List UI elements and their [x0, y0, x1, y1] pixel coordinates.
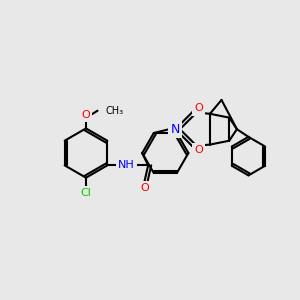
Text: Cl: Cl [81, 188, 92, 198]
Text: N: N [171, 123, 180, 136]
Text: O: O [82, 110, 90, 119]
Text: CH₃: CH₃ [105, 106, 123, 116]
Text: NH: NH [118, 160, 135, 170]
Text: O: O [194, 103, 203, 113]
Text: O: O [194, 145, 203, 155]
Text: O: O [140, 184, 149, 194]
